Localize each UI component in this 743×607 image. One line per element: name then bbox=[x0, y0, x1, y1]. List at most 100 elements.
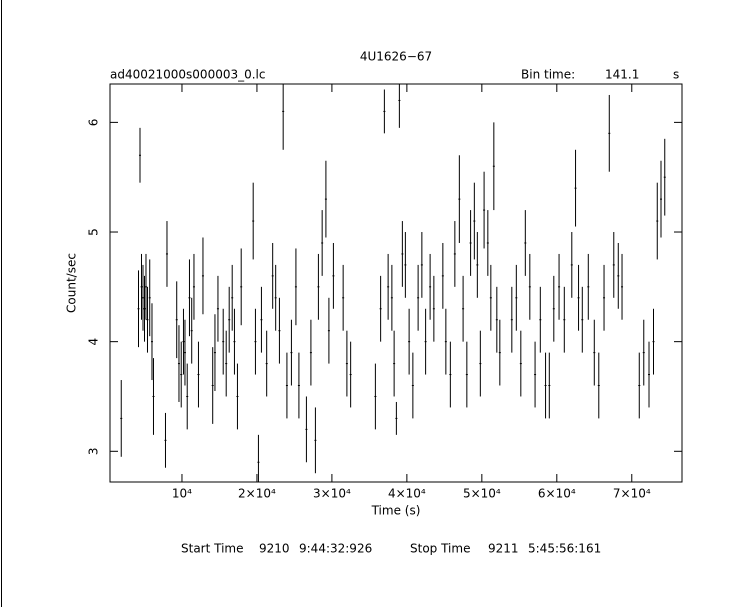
error-bar bbox=[479, 330, 482, 397]
error-bar bbox=[395, 401, 398, 435]
error-bar bbox=[548, 352, 551, 419]
error-bar bbox=[213, 314, 216, 391]
error-bar bbox=[489, 264, 492, 331]
y-tick-label: 6 bbox=[87, 119, 101, 127]
error-bar bbox=[563, 286, 566, 353]
error-bar bbox=[648, 341, 651, 408]
error-bar bbox=[411, 352, 414, 419]
bin-time: 141.1 bbox=[605, 68, 639, 82]
error-bar bbox=[278, 297, 281, 364]
error-bar bbox=[574, 149, 577, 227]
error-bar bbox=[495, 286, 498, 353]
error-bar bbox=[424, 308, 427, 375]
error-bar bbox=[581, 286, 584, 353]
error-bar bbox=[642, 319, 645, 386]
error-bar bbox=[211, 347, 214, 424]
error-bar bbox=[152, 358, 155, 435]
error-bar bbox=[515, 264, 518, 331]
y-axis-label: Count/sec bbox=[65, 253, 79, 313]
error-bar bbox=[216, 275, 219, 342]
error-bar bbox=[314, 407, 317, 474]
start-clock: 9:44:32:926 bbox=[299, 542, 372, 556]
error-bar bbox=[324, 160, 327, 238]
error-bar bbox=[144, 253, 147, 320]
x-tick-label: 4×10⁴ bbox=[388, 487, 426, 501]
error-bar bbox=[188, 259, 191, 337]
error-bar bbox=[449, 341, 452, 408]
error-bar bbox=[345, 330, 348, 397]
error-bar bbox=[432, 275, 435, 342]
error-bar bbox=[254, 308, 257, 375]
error-bar bbox=[483, 171, 486, 249]
error-bar bbox=[444, 308, 447, 375]
error-bar bbox=[404, 232, 407, 298]
error-bar bbox=[453, 221, 456, 287]
error-bar bbox=[192, 253, 195, 320]
error-bar bbox=[201, 237, 204, 315]
error-bar bbox=[597, 352, 600, 419]
error-bar bbox=[593, 319, 596, 386]
file-label: ad40021000s000003_0.lc bbox=[110, 68, 266, 82]
error-bar bbox=[317, 253, 320, 320]
error-bar bbox=[182, 308, 185, 375]
error-bar bbox=[390, 264, 393, 331]
error-bar bbox=[398, 84, 401, 128]
error-bar bbox=[141, 264, 144, 331]
error-bar bbox=[379, 275, 382, 342]
error-bar bbox=[165, 221, 168, 287]
start-label: Start Time bbox=[181, 542, 244, 556]
error-bar bbox=[652, 308, 655, 375]
error-bar bbox=[465, 341, 468, 408]
error-bar bbox=[462, 275, 465, 342]
error-bar bbox=[417, 264, 420, 331]
error-bar bbox=[524, 210, 527, 276]
error-bar bbox=[222, 308, 225, 375]
error-bar bbox=[260, 286, 263, 353]
error-bar bbox=[656, 182, 659, 260]
x-tick-label: 10⁴ bbox=[172, 487, 192, 501]
error-bar bbox=[374, 363, 377, 430]
error-bar bbox=[190, 297, 193, 364]
error-bar bbox=[349, 341, 352, 408]
error-bar bbox=[570, 232, 573, 298]
error-bar bbox=[534, 341, 537, 408]
error-bar bbox=[393, 330, 396, 397]
error-bar bbox=[186, 363, 189, 430]
error-bar bbox=[332, 242, 335, 309]
x-tick-label: 5×10⁴ bbox=[463, 487, 501, 501]
bin-time-label: Bin time: bbox=[521, 68, 575, 82]
error-bar bbox=[608, 94, 611, 172]
x-tick-label: 2×10⁴ bbox=[238, 487, 276, 501]
stop-clock: 5:45:56:161 bbox=[528, 542, 601, 556]
error-bar bbox=[476, 232, 479, 298]
error-bar bbox=[257, 434, 260, 482]
error-bar bbox=[441, 242, 444, 309]
error-bar bbox=[177, 325, 180, 402]
error-bar bbox=[183, 319, 186, 386]
bin-time-unit: s bbox=[673, 68, 679, 82]
error-bar bbox=[552, 275, 555, 342]
error-bar bbox=[120, 380, 123, 457]
error-bar bbox=[321, 210, 324, 276]
error-bar bbox=[458, 155, 461, 243]
error-bar bbox=[539, 286, 542, 353]
error-bar bbox=[492, 122, 495, 211]
error-bar bbox=[420, 232, 423, 298]
start-day: 9210 bbox=[259, 542, 290, 556]
error-bar bbox=[252, 182, 255, 260]
x-axis-label: Time (s) bbox=[371, 504, 421, 518]
error-bar bbox=[225, 330, 228, 397]
error-bar bbox=[519, 330, 522, 397]
error-bar bbox=[621, 253, 624, 320]
error-bar bbox=[274, 264, 277, 331]
chart-title: 4U1626−67 bbox=[360, 50, 432, 64]
error-bar bbox=[510, 286, 513, 353]
error-bar bbox=[233, 308, 236, 375]
error-bar bbox=[150, 303, 153, 381]
error-bar bbox=[290, 319, 293, 386]
error-bar bbox=[305, 396, 308, 463]
error-bar bbox=[240, 248, 243, 326]
error-bar bbox=[231, 264, 234, 331]
